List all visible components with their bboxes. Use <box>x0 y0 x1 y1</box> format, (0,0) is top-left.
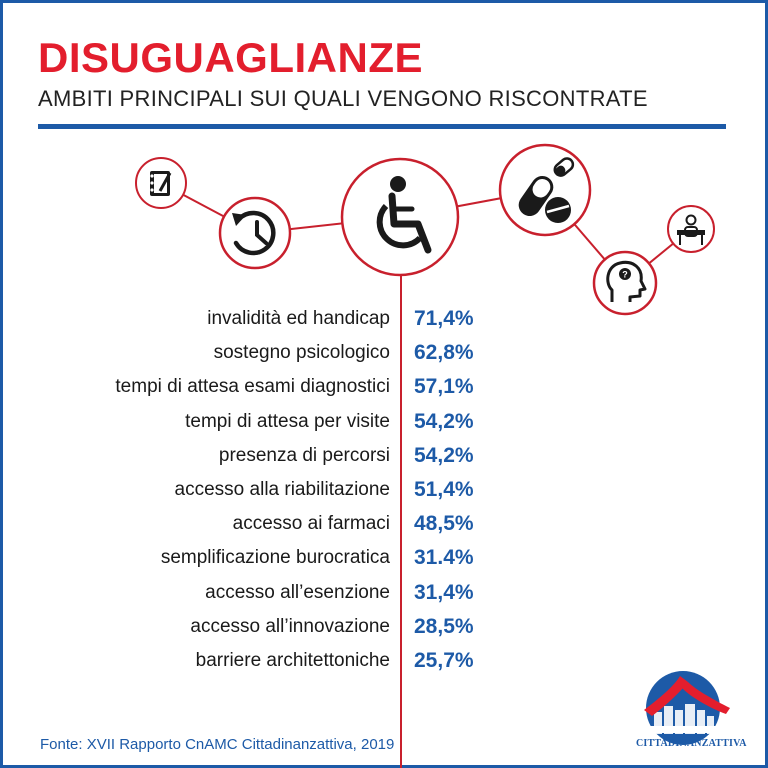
pills-icon <box>498 143 592 237</box>
value-label: 31.4% <box>414 546 474 570</box>
category-label: accesso alla riabilitazione <box>174 478 390 500</box>
value-label: 25,7% <box>414 648 474 672</box>
desk-person-icon <box>667 205 715 253</box>
notepad-icon <box>135 157 187 209</box>
head-question-icon: ? <box>592 250 658 316</box>
value-label: 31,4% <box>414 580 474 604</box>
value-label: 57,1% <box>414 375 474 399</box>
clock-history-icon <box>218 196 292 270</box>
title-divider <box>38 124 726 129</box>
page-title: DISUGUAGLIANZE <box>38 34 423 81</box>
value-label: 62,8% <box>414 341 474 365</box>
category-label: accesso ai farmaci <box>232 513 390 535</box>
logo-text: CITTADINANZATTIVA <box>636 738 747 749</box>
category-label: sostegno psicologico <box>213 342 390 364</box>
value-label: 51,4% <box>414 477 474 501</box>
cittadinanzattiva-logo <box>636 671 734 745</box>
value-label: 54,2% <box>414 443 474 467</box>
svg-text:?: ? <box>622 270 628 280</box>
wheelchair-icon <box>340 157 460 277</box>
category-label: tempi di attesa per visite <box>185 410 390 432</box>
source-note: Fonte: XVII Rapporto CnAMC Cittadinanzat… <box>40 736 395 753</box>
category-label: tempi di attesa esami diagnostici <box>115 376 390 398</box>
category-label: presenza di percorsi <box>218 444 390 466</box>
category-label: barriere architettoniche <box>195 649 390 671</box>
value-label: 48,5% <box>414 512 474 536</box>
value-labels: 71,4% 62,8% 57,1% 54,2% 54,2% 51,4% 48,5% 31.4%… <box>414 302 474 678</box>
value-label: 28,5% <box>414 614 474 638</box>
value-label: 54,2% <box>414 409 474 433</box>
category-label: accesso all’esenzione <box>205 581 390 603</box>
value-label: 71,4% <box>414 307 474 330</box>
category-label: semplificazione burocratica <box>160 547 390 569</box>
page-subtitle: AMBITI PRINCIPALI SUI QUALI VENGONO RISC… <box>38 86 648 111</box>
category-labels: invalidità ed handicap sostegno psicologi… <box>115 302 390 678</box>
category-label: invalidità ed handicap <box>207 308 390 329</box>
category-label: accesso all’innovazione <box>190 615 390 637</box>
